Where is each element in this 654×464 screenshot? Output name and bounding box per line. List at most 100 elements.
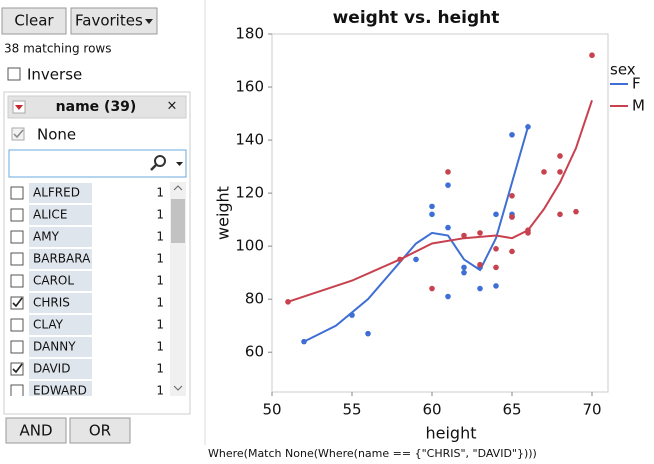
scroll-thumb[interactable]: [171, 199, 185, 243]
y-axis-label: weight: [214, 186, 233, 240]
scroll-up[interactable]: [173, 185, 183, 191]
x-axis-label: height: [426, 424, 477, 443]
button-label: Clear: [14, 12, 54, 30]
fit-curve: [303, 126, 529, 343]
y-tick-label: 140: [235, 131, 264, 149]
name-label: ALFRED: [33, 186, 80, 200]
point: [429, 203, 435, 210]
button-label: OR: [89, 422, 111, 440]
checkbox[interactable]: [10, 384, 24, 397]
point: [493, 246, 499, 252]
point: [493, 283, 499, 289]
checkbox: [11, 127, 25, 141]
y-tick-label: 100: [235, 237, 264, 255]
name-chip: [29, 227, 92, 247]
button-frame: [69, 417, 131, 444]
chart-title: weight vs. height: [333, 8, 500, 28]
checkbox[interactable]: [10, 340, 24, 354]
name-label: EDWARD: [33, 384, 87, 398]
point: [461, 264, 467, 271]
count-label: 1: [156, 340, 164, 354]
point: [525, 124, 531, 130]
count-label: 1: [156, 208, 164, 222]
point: [509, 192, 515, 199]
name-list: ALFRED 1 ALICE 1 AMY 1 BARBARA 1 CAROL 1 CHRIS 1 CLA…: [10, 183, 164, 398]
name-chip: [29, 337, 92, 357]
button-frame: [1, 7, 67, 35]
count-label: 1: [156, 384, 164, 398]
and-button[interactable]: AND: [5, 417, 67, 444]
point: [477, 261, 483, 268]
count-label: 1: [156, 186, 164, 200]
where-clause: Where(Match None(Where(name == {"CHRIS",…: [208, 447, 537, 460]
button-label: Favorites: [75, 12, 143, 30]
point: [365, 330, 371, 337]
button-frame: [70, 7, 158, 35]
point: [301, 338, 307, 345]
x-tick-label: 65: [502, 401, 521, 419]
none-label: None: [37, 126, 76, 144]
point: [445, 169, 451, 175]
point: [509, 248, 515, 255]
point: [461, 269, 467, 276]
name-label: AMY: [33, 230, 60, 244]
name-label: BARBARA: [33, 252, 91, 266]
point: [541, 169, 547, 175]
filter-title: name (39): [56, 99, 137, 115]
checkmark: [12, 297, 23, 308]
x-tick-label: 70: [582, 401, 601, 419]
name-chip: [29, 359, 92, 379]
point: [573, 208, 579, 215]
x-tick-label: 55: [342, 401, 361, 419]
checkbox[interactable]: [10, 318, 24, 332]
point: [557, 169, 563, 175]
y-tick-label: 160: [235, 78, 264, 96]
point: [493, 211, 499, 218]
x-tick-label: 50: [262, 401, 281, 419]
point: [429, 285, 435, 292]
name-label: CLAY: [33, 318, 64, 332]
count-label: 1: [156, 252, 164, 266]
y-tick-label: 80: [245, 290, 264, 308]
y-tick-label: 180: [235, 25, 264, 43]
search-icon: [154, 155, 166, 167]
point: [493, 264, 499, 271]
point: [285, 299, 291, 305]
point: [461, 232, 467, 239]
checkbox[interactable]: [7, 67, 21, 81]
point: [445, 224, 451, 231]
or-button[interactable]: OR: [69, 417, 131, 444]
point: [349, 312, 355, 318]
name-label: CAROL: [33, 274, 74, 288]
point: [477, 230, 483, 236]
count-label: 1: [156, 362, 164, 376]
favorites-button[interactable]: Favorites: [70, 7, 158, 35]
search-field[interactable]: [8, 149, 187, 178]
scroll-down[interactable]: [173, 385, 183, 391]
name-chip: [29, 205, 92, 225]
y-tick-label: 120: [235, 184, 264, 202]
point: [557, 211, 563, 218]
checkbox[interactable]: [10, 186, 24, 200]
name-chip: [29, 315, 92, 335]
checkbox[interactable]: [10, 230, 24, 244]
name-chip: [29, 381, 92, 396]
filter-header: [7, 95, 187, 119]
clear-button[interactable]: Clear: [1, 7, 67, 35]
close-icon[interactable]: ×: [167, 99, 178, 114]
checkbox[interactable]: [10, 208, 24, 222]
checkbox[interactable]: [10, 274, 24, 288]
point: [525, 230, 531, 236]
checkbox[interactable]: [10, 252, 24, 266]
point: [397, 256, 403, 263]
y-tick-label: 60: [245, 343, 264, 361]
count-label: 1: [156, 230, 164, 244]
checkmark: [13, 129, 24, 139]
legend-label: M: [632, 97, 645, 115]
x-tick-label: 60: [422, 401, 441, 419]
checkmark: [12, 363, 23, 374]
legend-title: sex: [610, 61, 636, 79]
dropdown-arrow[interactable]: [176, 162, 183, 166]
name-chip: [29, 183, 92, 203]
